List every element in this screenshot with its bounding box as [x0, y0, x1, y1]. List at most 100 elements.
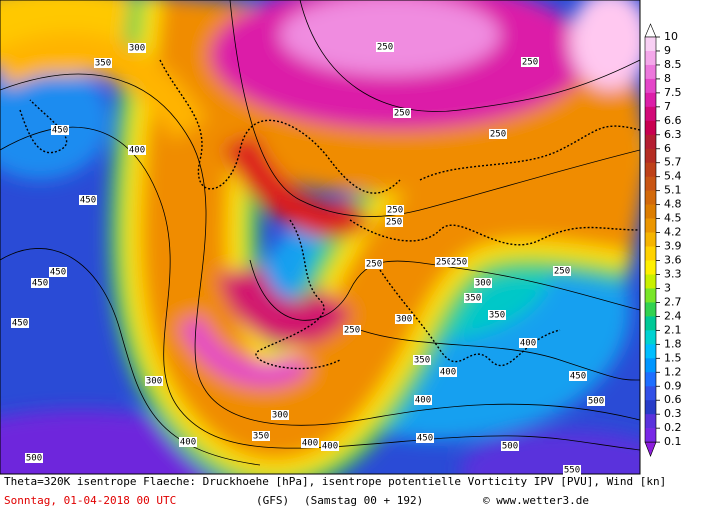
colorbar-band	[645, 37, 656, 52]
colorbar-tick-label: 7.5	[664, 86, 682, 99]
contour-label: 350	[414, 356, 430, 366]
contour-label: 400	[520, 339, 536, 349]
contour-label-bg	[343, 325, 361, 335]
contour-label-bg	[587, 396, 605, 406]
contour-label: 450	[12, 319, 28, 329]
contour-label-bg	[94, 58, 112, 68]
colorbar-tick-label: 5.7	[664, 156, 682, 169]
contour-label-bg	[128, 145, 146, 155]
colorbar-band	[645, 358, 656, 373]
colorbar-tick-label: 5.1	[664, 184, 682, 197]
contour-label: 250	[436, 258, 452, 268]
footer-copyright: © www.wetter3.de	[483, 494, 589, 507]
colorbar-band	[645, 120, 656, 136]
contour-label-bg	[11, 318, 29, 328]
contour-label-bg	[386, 205, 404, 215]
colorbar-band	[645, 414, 656, 429]
contour-label: 400	[129, 146, 145, 156]
contour-label: 250	[394, 109, 410, 119]
contour-label-bg	[569, 371, 587, 381]
contour-label: 500	[26, 454, 42, 464]
contour-label-bg	[252, 431, 270, 441]
colorbar-tick-label: 4.8	[664, 198, 682, 211]
contour-label: 400	[180, 438, 196, 448]
colorbar-band	[645, 372, 656, 387]
footer-description: Theta=320K isentrope Flaeche: Druckhoehe…	[4, 475, 666, 488]
colorbar-band	[645, 92, 656, 108]
contour-label-bg	[395, 314, 413, 324]
colorbar-band	[645, 190, 656, 205]
colorbar-tick-label: 6.3	[664, 128, 682, 141]
contour-label: 300	[475, 279, 491, 289]
contour-label-bg	[31, 278, 49, 288]
colorbar-tick-label: 9	[664, 44, 671, 57]
contour-label-bg	[416, 433, 434, 443]
contour-label: 400	[440, 368, 456, 378]
colorbar-band	[645, 386, 656, 401]
contour-label-bg	[519, 338, 537, 348]
contour-label: 550	[564, 466, 580, 476]
contour-label: 450	[50, 268, 66, 278]
colorbar-band	[645, 64, 656, 80]
contour-label-bg	[51, 125, 69, 135]
colorbar-tick-label: 3	[664, 281, 671, 294]
contour-label: 400	[415, 396, 431, 406]
colorbar-band	[645, 134, 656, 150]
coastlines	[19, 59, 640, 370]
contour-label: 250	[451, 258, 467, 268]
colorbar-band	[645, 274, 656, 289]
contour-label: 300	[129, 44, 145, 54]
isolines	[0, 0, 640, 466]
colorbar-tick-label: 6	[664, 142, 671, 155]
colorbar-tick-label: 2.7	[664, 295, 682, 308]
colorbar-band	[645, 288, 656, 303]
colorbar-band	[645, 218, 656, 233]
contour-label: 250	[554, 267, 570, 277]
colorbar-tick-label: 4.2	[664, 226, 682, 239]
contour-label: 300	[396, 315, 412, 325]
contour-label: 350	[253, 432, 269, 442]
colorbar-frame	[644, 36, 657, 443]
contour-label-bg	[439, 367, 457, 377]
colorbar-band	[645, 400, 656, 415]
contour-label-bg	[489, 129, 507, 139]
footer-date: Sonntag, 01-04-2018 00 UTC	[4, 494, 176, 507]
colorbar-band	[645, 344, 656, 359]
contour-label-bg	[450, 257, 468, 267]
colorbar-tick-label: 0.3	[664, 407, 682, 420]
colorbar-band	[645, 162, 656, 177]
colorbar-tick-label: 2.4	[664, 309, 682, 322]
contour-label: 250	[386, 218, 402, 228]
contour-label-bg	[365, 259, 383, 269]
contour-label: 500	[502, 442, 518, 452]
contour-label: 450	[32, 279, 48, 289]
colorbar-tick-label: 6.6	[664, 114, 682, 127]
colorbar-tick-label: 3.6	[664, 254, 682, 267]
colorbar-band	[645, 428, 656, 443]
contour-label: 350	[465, 294, 481, 304]
colorbar-tick-label: 3.3	[664, 267, 682, 280]
colorbar-over	[644, 23, 657, 38]
colorbar-band	[645, 148, 656, 164]
contour-label: 450	[417, 434, 433, 444]
contour-label-bg	[521, 57, 539, 67]
contour-label: 250	[366, 260, 382, 270]
colorbar-tick-label: 10	[664, 30, 678, 43]
contour-label-bg	[385, 217, 403, 227]
contour-label-bg	[501, 441, 519, 451]
contour-label-bg	[79, 195, 97, 205]
colorbar-tick-label: 7	[664, 100, 671, 113]
colorbar-tick-label: 0.9	[664, 379, 682, 392]
colorbar-tick-label: 1.2	[664, 365, 682, 378]
contour-label-bg	[488, 310, 506, 320]
contour-label-bg	[435, 257, 453, 267]
contour-label: 400	[302, 439, 318, 449]
colorbar-band	[645, 232, 656, 247]
footer-model: (GFS)	[256, 494, 289, 507]
contour-label-bg	[179, 437, 197, 447]
contour-label: 350	[95, 59, 111, 69]
contour-label: 500	[588, 397, 604, 407]
colorbar-band	[645, 50, 656, 66]
contour-label-bg	[376, 42, 394, 52]
colorbar-tick-label: 0.6	[664, 393, 682, 406]
